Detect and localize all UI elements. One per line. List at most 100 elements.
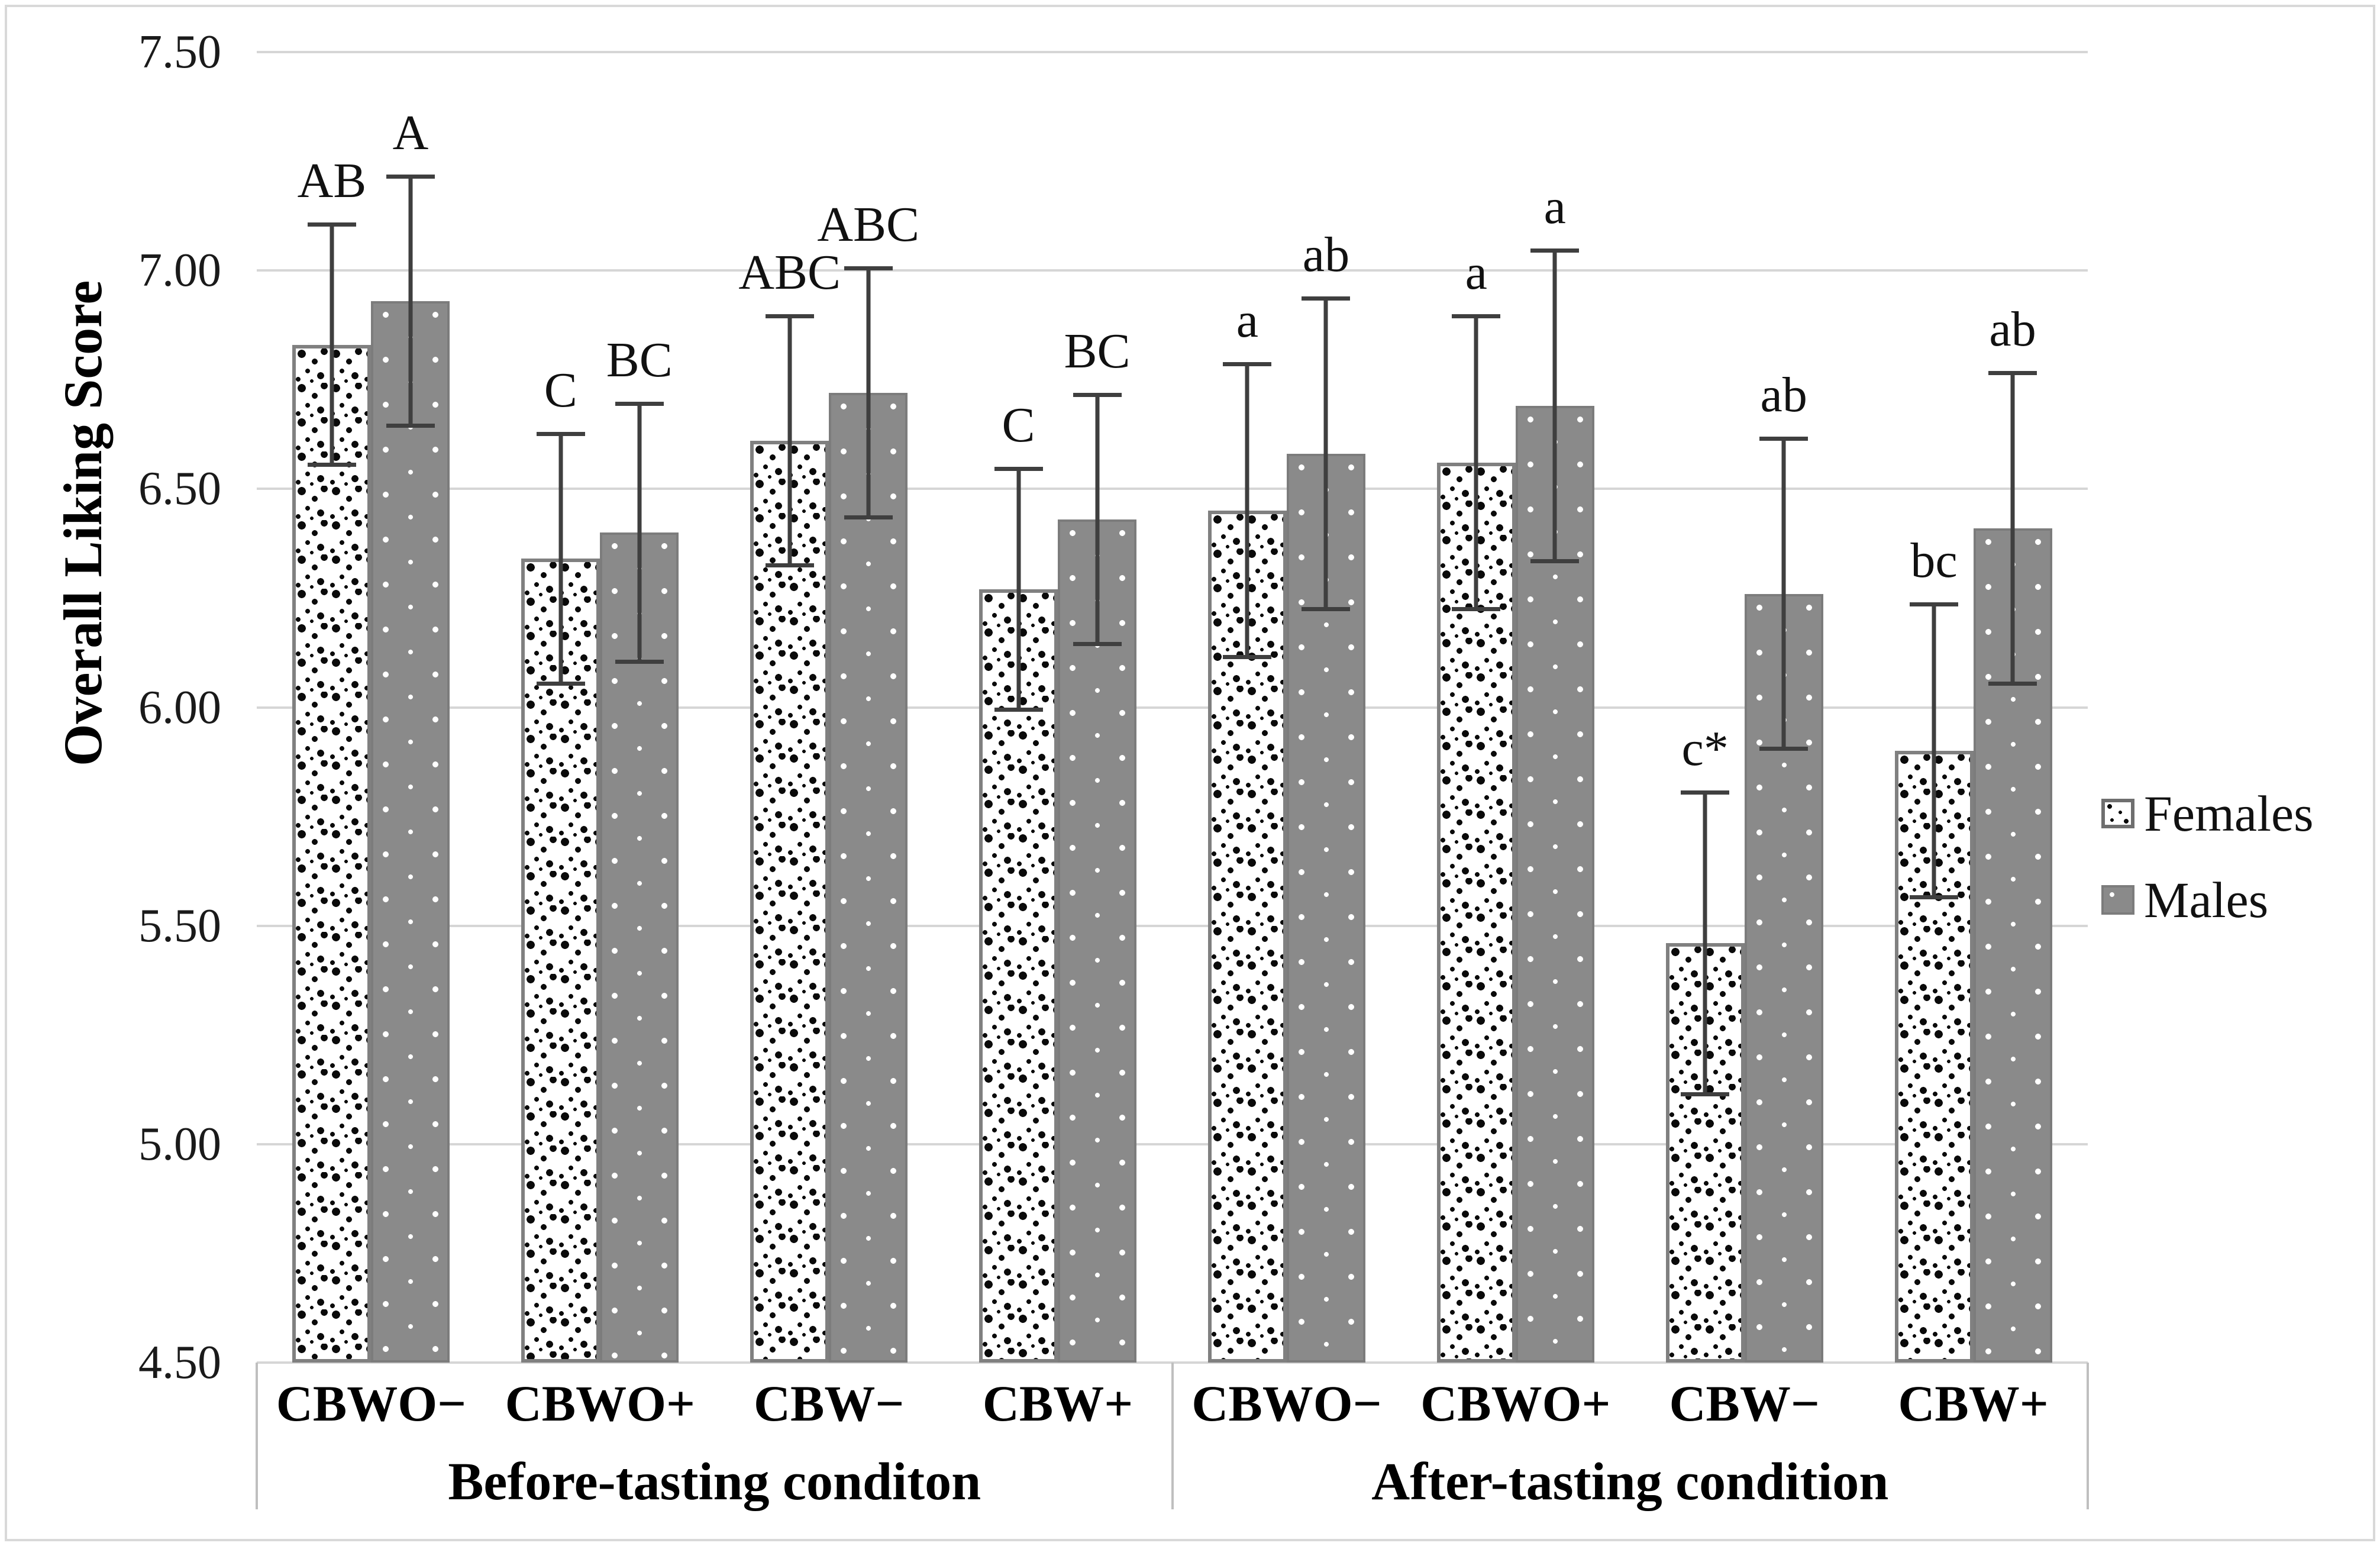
error-bar-bottom-cap [386,423,435,428]
error-bar-bottom-cap [765,563,814,568]
x-category-label: CBWO− [1191,1375,1382,1432]
bar-females-CBW− [1665,943,1745,1363]
y-axis-tick-label: 7.50 [138,26,221,78]
y-gridline [257,51,2088,53]
y-axis-tick-label: 5.00 [138,1118,221,1170]
error-bar [2010,370,2015,686]
significance-letter: BC [606,332,673,388]
error-bar [1781,436,1786,751]
significance-letter: C [1002,398,1035,453]
x-category-label: CBWO+ [1420,1375,1611,1432]
error-bar-bottom-cap [1073,642,1122,647]
significance-letter: a [1465,245,1487,300]
significance-letter: bc [1910,533,1958,589]
error-bar-bottom-cap [1452,607,1501,612]
bar-males-CBW+ [1058,519,1137,1363]
legend-item-females: Females [2101,788,2314,839]
x-category-label: CBW− [1669,1375,1820,1432]
axis-group-divider [256,1363,258,1509]
bar-males-CBWO+ [600,532,679,1363]
axis-group-divider [2087,1363,2089,1509]
bar-females-CBW+ [1894,751,1974,1363]
error-bar-bottom-cap [307,463,356,467]
bar-males-CBW− [829,392,908,1363]
error-bar [1095,392,1100,647]
error-bar-top-cap [307,222,356,227]
significance-letter: AB [297,153,367,208]
error-bar-top-cap [1910,602,1959,607]
legend-label: Females [2144,785,2314,842]
error-bar-bottom-cap [844,515,893,520]
bar-females-CBWO+ [521,559,600,1363]
error-bar-bottom-cap [615,659,664,664]
y-gridline [257,1142,2088,1145]
bar-females-CBWO+ [1436,463,1516,1363]
axis-group-divider [1171,1363,1174,1509]
y-axis-tick-label: 4.50 [138,1337,221,1389]
significance-letter: a [1236,293,1259,348]
significance-letter: ab [1989,301,2036,357]
male-pattern-swatch [2101,885,2134,915]
error-bar [1323,296,1328,612]
error-bar-top-cap [1223,362,1272,367]
error-bar-bottom-cap [994,707,1043,712]
significance-letter: ABC [738,245,841,300]
error-bar-bottom-cap [1223,655,1272,660]
error-bar [1245,362,1249,660]
error-bar [1932,602,1936,900]
error-bar-bottom-cap [1530,559,1580,563]
y-axis-tick-label: 5.50 [138,899,221,952]
error-bar [1016,467,1021,712]
legend-item-males: Males [2101,874,2268,925]
error-bar-bottom-cap [1681,1092,1730,1096]
error-bar [1552,248,1557,563]
x-group-label: Before-tasting conditon [448,1453,981,1511]
error-bar-top-cap [536,432,585,437]
error-bar-top-cap [1073,392,1122,397]
x-group-label: After-tasting condition [1371,1453,1889,1511]
error-bar-bottom-cap [1910,895,1959,900]
error-bar [1474,314,1478,612]
significance-letter: ab [1760,367,1807,422]
significance-letter: BC [1064,323,1131,379]
x-category-label: CBW+ [1898,1375,2049,1432]
error-bar [330,222,334,467]
error-bar [637,401,642,664]
significance-letter: A [392,105,429,160]
error-bar [558,432,563,686]
bar-males-CBWO+ [1515,406,1594,1363]
x-category-label: CBW+ [982,1375,1134,1432]
bar-females-CBW+ [979,589,1058,1363]
y-gridline [257,488,2088,490]
error-bar [408,174,413,428]
error-bar-top-cap [615,401,664,406]
significance-letter: C [544,363,577,418]
error-bar-bottom-cap [1988,681,2037,686]
figure-border [5,5,2375,1541]
y-gridline [257,924,2088,927]
error-bar-bottom-cap [1759,747,1809,751]
significance-letter: ABC [817,196,920,252]
error-bar-top-cap [844,266,893,270]
error-bar-top-cap [1302,296,1351,301]
x-category-label: CBWO+ [505,1375,695,1432]
legend-label: Males [2144,872,2269,928]
bar-females-CBWO− [292,344,372,1363]
error-bar-bottom-cap [1302,607,1351,612]
y-gridline [257,269,2088,272]
female-pattern-swatch [2101,799,2134,828]
error-bar-top-cap [994,467,1043,472]
significance-letter: ab [1302,227,1350,283]
significance-letter: c* [1681,721,1729,776]
error-bar-top-cap [1681,790,1730,795]
error-bar-top-cap [765,314,814,318]
error-bar-top-cap [1530,248,1580,253]
error-bar-top-cap [386,174,435,179]
significance-letter: a [1543,179,1566,235]
x-category-label: CBWO− [276,1375,467,1432]
error-bar [866,266,871,519]
error-bar [1703,790,1707,1096]
bar-females-CBW− [750,441,829,1363]
error-bar [787,314,792,568]
